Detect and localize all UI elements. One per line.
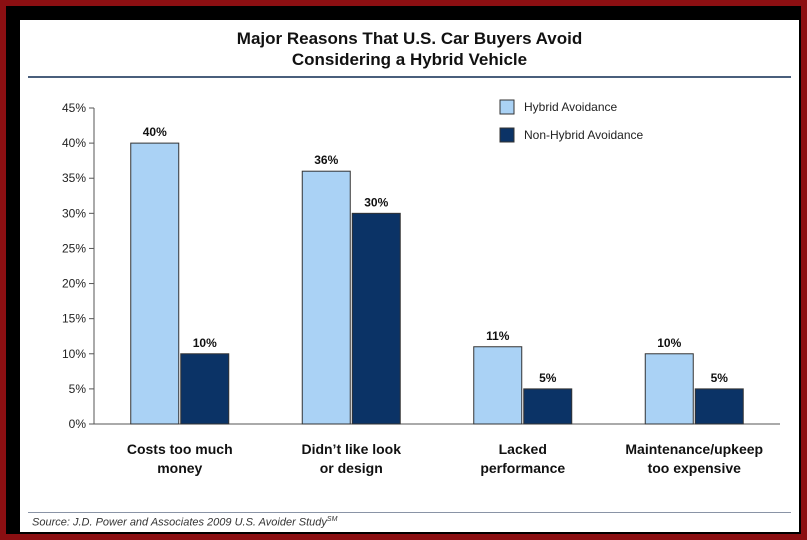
y-tick-label: 15% [62,312,86,326]
data-label: 30% [364,195,388,209]
data-label: 10% [193,336,217,350]
chart-title-line-2: Considering a Hybrid Vehicle [291,50,528,69]
y-tick-label: 20% [62,277,86,291]
y-tick-label: 0% [69,417,87,431]
category-label: performance [480,460,565,476]
bar-hybrid [130,142,180,425]
y-tick-label: 25% [62,241,86,255]
bar-hybrid [644,353,694,425]
y-tick-label: 35% [62,171,86,185]
legend-label: Hybrid Avoidance [524,100,617,114]
y-tick-label: 30% [62,206,86,220]
y-tick-label: 5% [69,382,87,396]
category-label: too expensive [648,460,742,476]
category-label: Maintenance/upkeep [625,441,763,457]
legend-swatch [499,127,515,143]
title-divider [28,76,791,78]
bar-non-hybrid [694,388,744,425]
source-text: Source: J.D. Power and Associates 2009 U… [32,516,327,529]
category-label: Costs too much [127,441,233,457]
bar-hybrid [301,170,351,425]
data-label: 36% [314,153,338,167]
chart-frame: Major Reasons That U.S. Car Buyers Avoid… [6,6,801,534]
bar-hybrid [473,346,523,425]
data-label: 40% [143,125,167,139]
bar-chart: 0% 5% 10% 15% 20% 25% 30% 35% 40% 45% 40% 10% Costs … [62,99,780,476]
category-label: money [157,460,202,476]
source-note: Source: J.D. Power and Associates 2009 U… [32,516,337,529]
legend-swatch [499,99,515,115]
source-superscript: SM [326,516,338,523]
bar-non-hybrid [180,353,230,425]
category-label: or design [320,460,383,476]
data-label: 11% [486,329,510,343]
legend-label: Non-Hybrid Avoidance [524,128,644,142]
source-divider [28,512,791,513]
data-label: 5% [711,371,729,385]
chart-panel: Major Reasons That U.S. Car Buyers Avoid… [20,20,799,532]
bar-non-hybrid [523,388,573,425]
data-label: 10% [657,336,681,350]
category-label: Lacked [499,441,547,457]
y-tick-label: 45% [62,101,86,115]
category-label: Didn’t like look [301,441,401,457]
y-tick-label: 40% [62,136,86,150]
y-tick-label: 10% [62,347,86,361]
bar-non-hybrid [351,212,401,425]
chart-title: Major Reasons That U.S. Car Buyers Avoid… [20,28,799,70]
chart-title-line-1: Major Reasons That U.S. Car Buyers Avoid [236,29,583,48]
data-label: 5% [539,371,557,385]
